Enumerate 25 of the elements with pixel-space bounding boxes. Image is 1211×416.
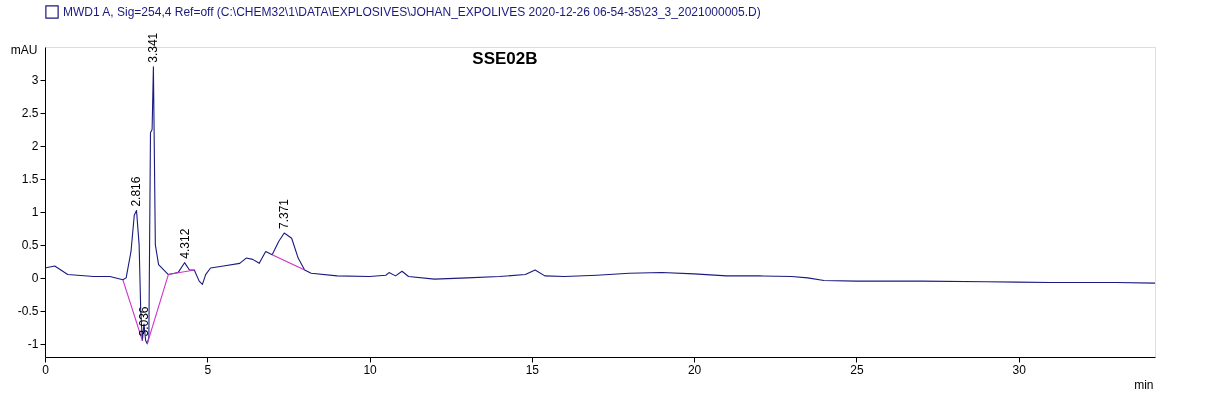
annotation: 7.371 [277,198,292,229]
x-tick-label: 20 [687,362,702,377]
y-tick-label: 2 [31,139,39,154]
annotation: 3.036 [136,306,151,337]
x-tick-label: 25 [850,362,864,377]
x-tick-label: 5 [204,362,212,377]
y-tick-label: 2.5 [21,106,39,121]
legend-label: MWD1 A, Sig=254,4 Ref=off (C:\CHEM32\1\DATA\EXPLOSIVES\JOHAN_EXPOLIVES 2020-12-26 06-54-35\23_3_2021000005.D) [63,5,761,19]
x-axis-title: min [1134,377,1154,392]
x-tick-label: 30 [1012,362,1027,377]
x-tick-label: 10 [363,362,378,377]
y-tick-label: -1 [27,337,39,352]
y-tick-label: 1.5 [21,172,39,187]
annotation: 4.312 [177,228,192,259]
y-tick-label: 1 [31,205,39,220]
y-tick-label: 0.5 [21,238,39,253]
x-tick-label: 0 [42,362,50,377]
chart-title: SSE02B [472,49,538,68]
y-axis-title: mAU [10,42,38,57]
annotation: 2.816 [129,176,144,207]
y-tick-label: 3 [31,73,39,88]
y-tick-label: -0.5 [17,304,39,319]
x-tick-label: 15 [525,362,540,377]
annotation: 3.341 [146,32,161,63]
y-tick-label: 0 [31,271,39,286]
